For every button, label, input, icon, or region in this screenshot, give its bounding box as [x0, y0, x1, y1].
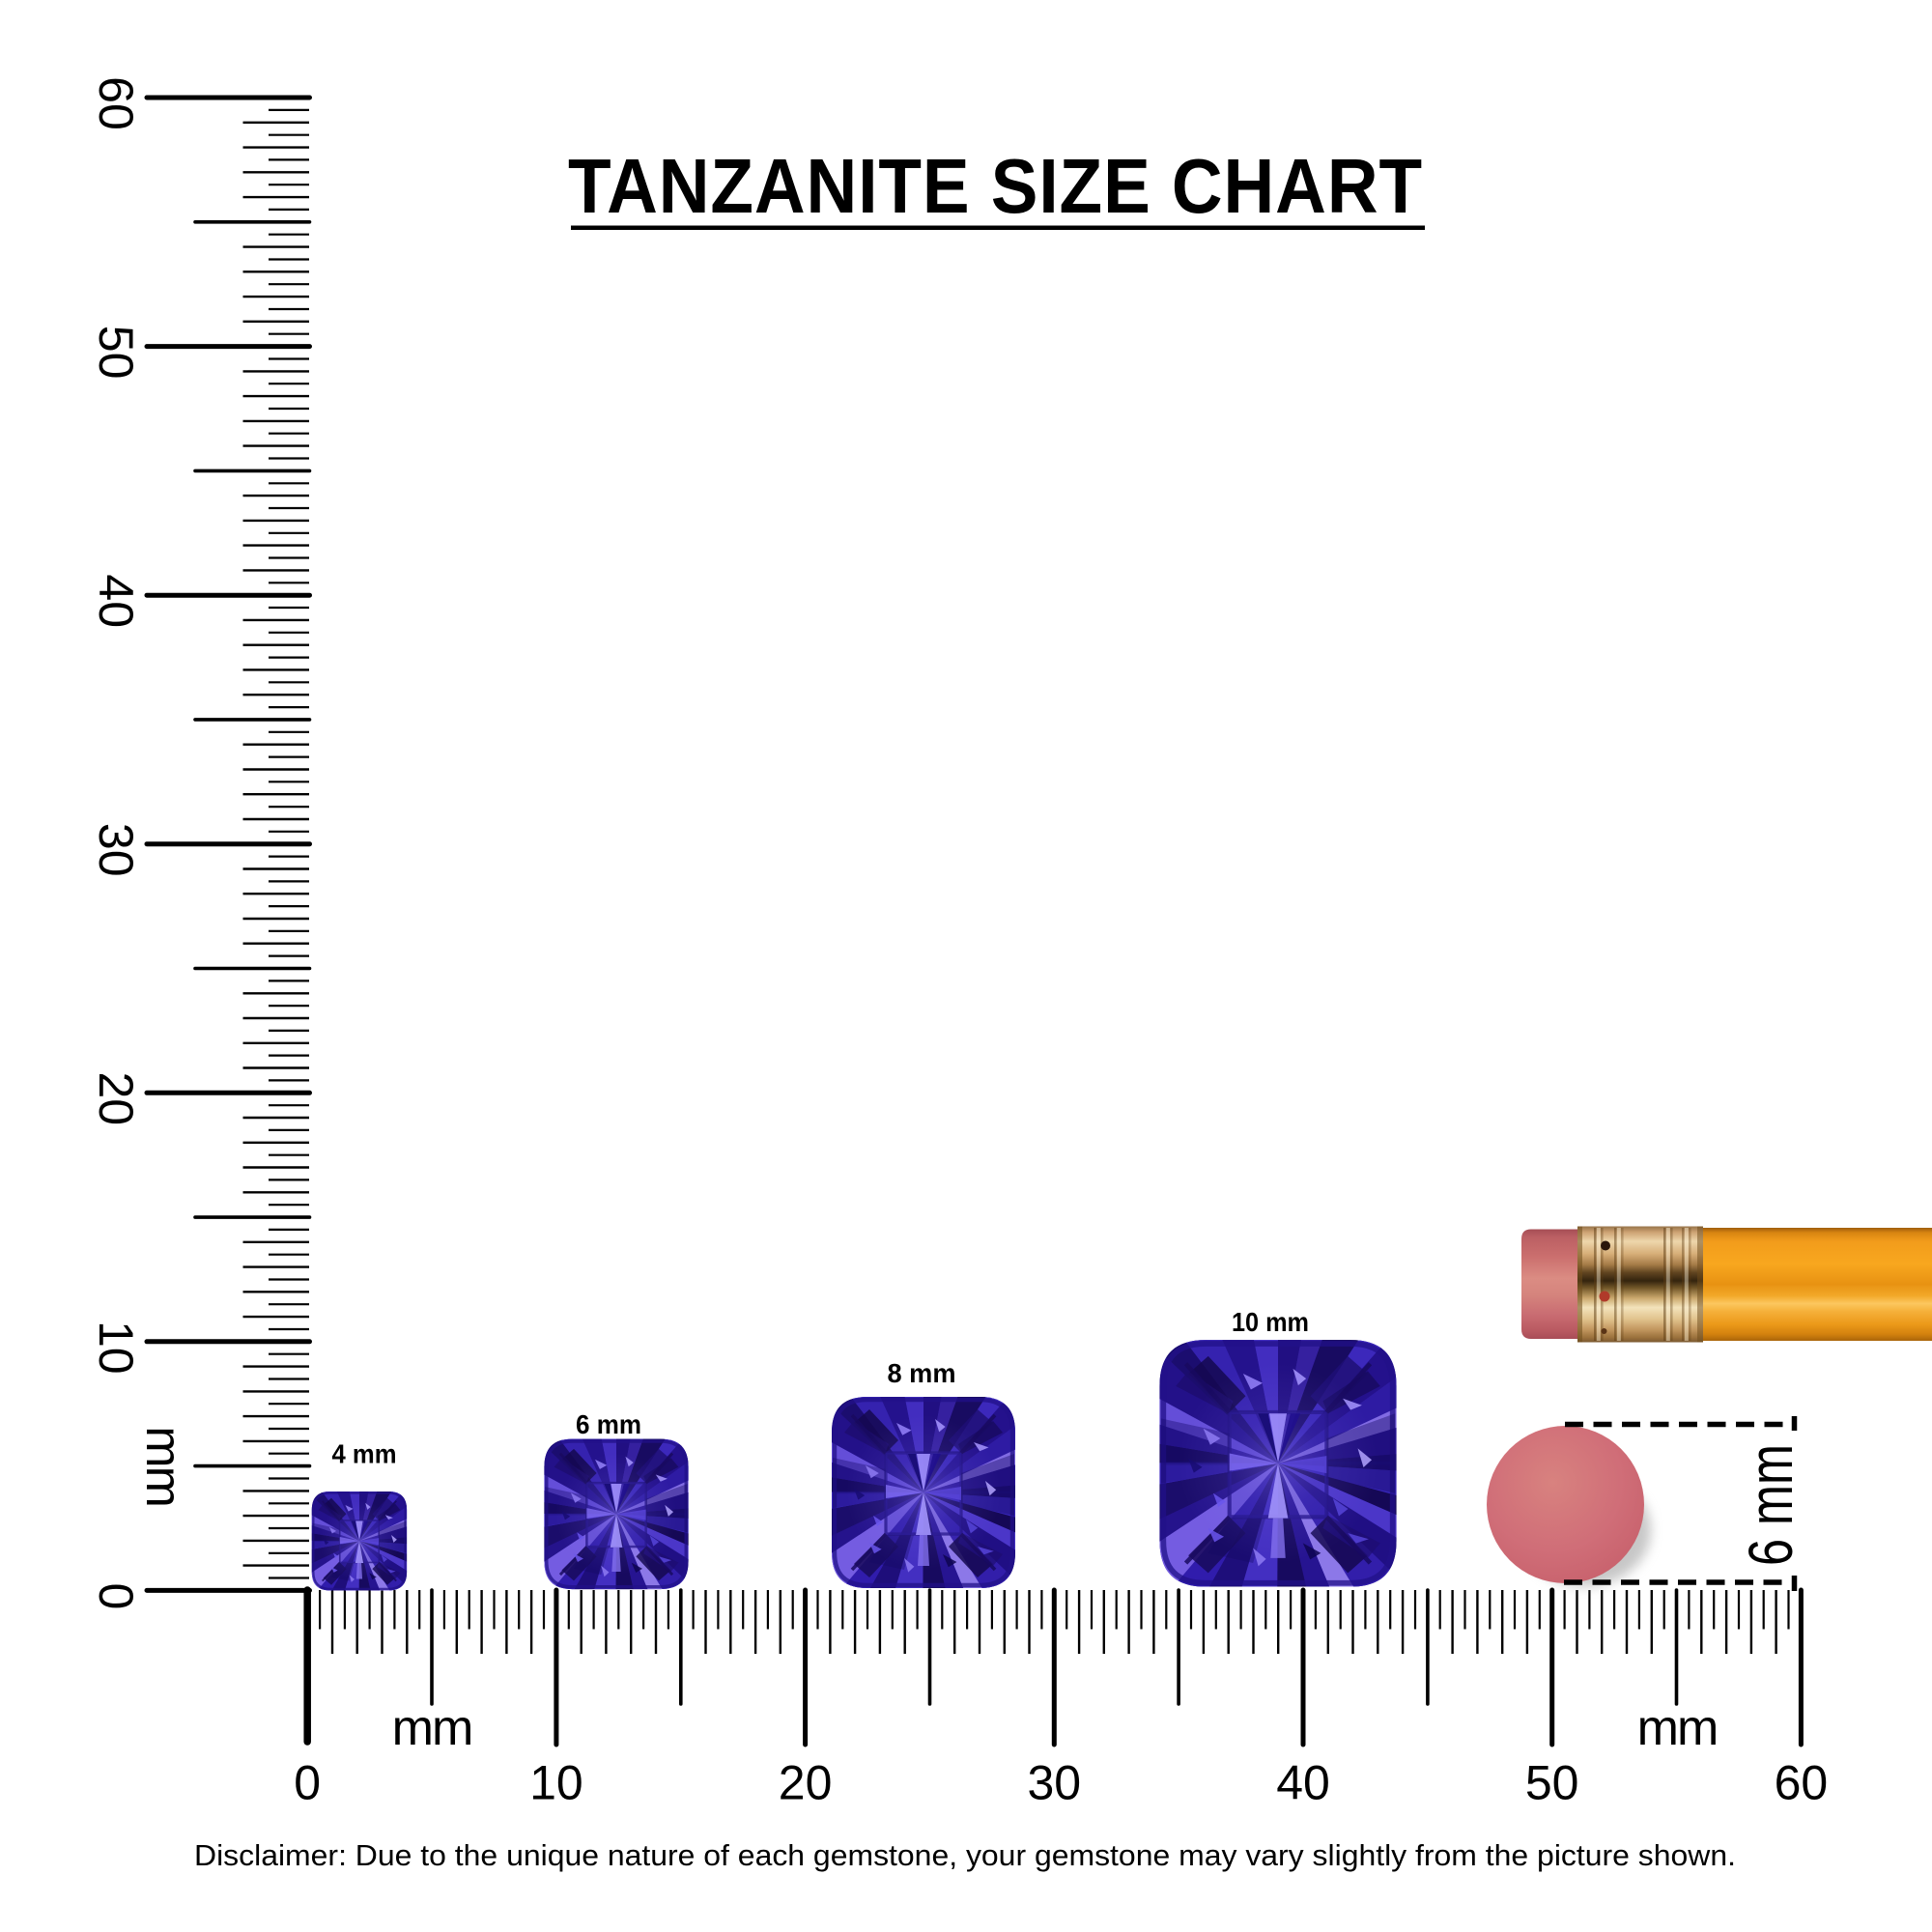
- svg-text:20: 20: [779, 1756, 833, 1810]
- svg-text:60: 60: [1775, 1756, 1829, 1810]
- svg-text:Disclaimer: Due to the unique: Disclaimer: Due to the unique nature of …: [194, 1839, 1736, 1872]
- svg-text:50: 50: [89, 326, 143, 380]
- svg-text:20: 20: [89, 1071, 143, 1125]
- svg-text:6 mm: 6 mm: [576, 1409, 641, 1439]
- svg-text:0: 0: [89, 1582, 143, 1609]
- svg-text:6 mm: 6 mm: [1736, 1444, 1805, 1566]
- svg-text:60: 60: [89, 76, 143, 130]
- svg-text:TANZANITE SIZE CHART: TANZANITE SIZE CHART: [568, 143, 1423, 229]
- svg-text:mm: mm: [135, 1426, 191, 1506]
- svg-text:30: 30: [89, 823, 143, 877]
- svg-text:mm: mm: [392, 1700, 472, 1756]
- svg-text:4 mm: 4 mm: [332, 1439, 397, 1469]
- svg-text:50: 50: [1525, 1756, 1579, 1810]
- svg-text:30: 30: [1027, 1756, 1081, 1810]
- svg-text:mm: mm: [1637, 1700, 1718, 1756]
- svg-text:10 mm: 10 mm: [1232, 1307, 1309, 1337]
- svg-text:40: 40: [1276, 1756, 1330, 1810]
- svg-text:8 mm: 8 mm: [888, 1358, 956, 1388]
- svg-text:0: 0: [294, 1756, 321, 1810]
- svg-text:10: 10: [529, 1756, 583, 1810]
- svg-text:40: 40: [89, 574, 143, 628]
- svg-text:10: 10: [89, 1321, 143, 1375]
